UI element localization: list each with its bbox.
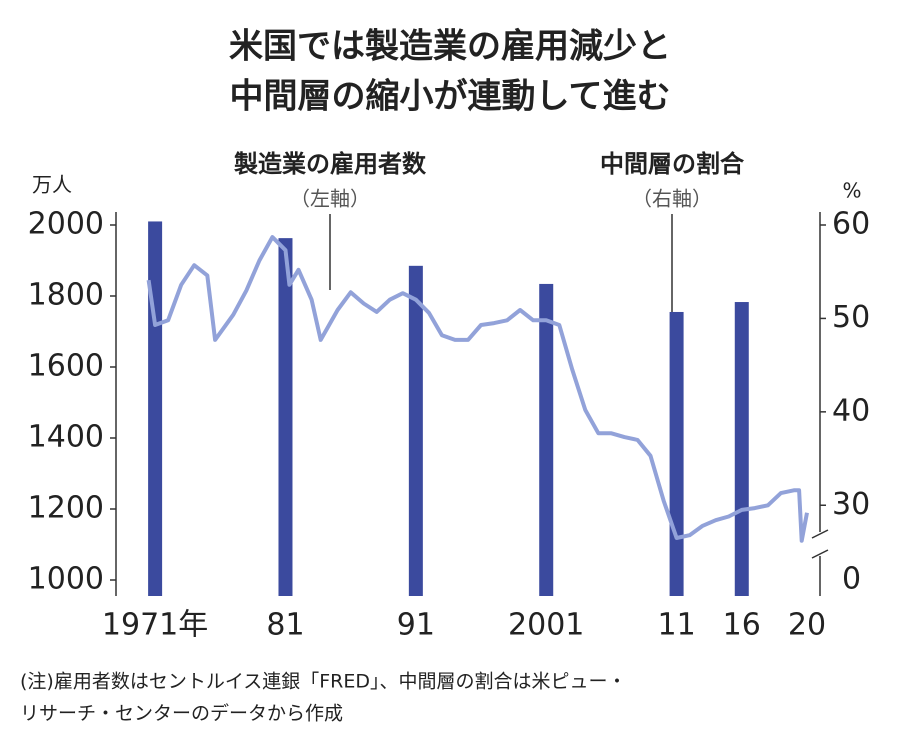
- chart-title: 中間層の縮小が連動して進む: [230, 77, 671, 117]
- annotation: 製造業の雇用者数: [234, 150, 427, 178]
- annotation-sub: （左軸）: [290, 187, 370, 211]
- y2-tick-label: 0: [842, 562, 861, 597]
- y2-tick-label: 60: [832, 207, 870, 242]
- y-tick-label: 1000: [28, 562, 104, 597]
- bar: [148, 221, 163, 596]
- note: (注)雇用者数はセントルイス連銀「FRED」、中間層の割合は米ピュー・: [20, 671, 627, 693]
- chart-title: 米国では製造業の雇用減少と: [229, 27, 671, 67]
- y2-tick-label: 30: [832, 487, 870, 522]
- y-tick-label: 1400: [28, 420, 104, 455]
- axis-break: [811, 529, 829, 539]
- y-tick-label: 2000: [28, 207, 104, 242]
- y-tick-label: 1800: [28, 278, 104, 313]
- bar: [539, 283, 554, 596]
- annotation: 中間層の割合: [600, 150, 745, 178]
- y2-unit: %: [842, 179, 861, 203]
- y2-tick-label: 40: [832, 393, 870, 428]
- x-tick-label: 16: [723, 608, 761, 643]
- bar: [408, 265, 423, 596]
- annotation-sub: （右軸）: [632, 187, 712, 211]
- y-tick-label: 1600: [28, 349, 104, 384]
- y-unit: 万人: [32, 173, 72, 197]
- x-tick-label: 1971年: [102, 608, 208, 643]
- axis-break: [811, 549, 829, 559]
- x-tick-label: 11: [657, 608, 695, 643]
- bar: [734, 302, 749, 596]
- x-tick-label: 20: [788, 608, 826, 643]
- line: [146, 235, 809, 543]
- y2-tick-label: 50: [832, 300, 870, 335]
- note: リサーチ・センターのデータから作成: [20, 703, 343, 725]
- y-tick-label: 1200: [28, 491, 104, 526]
- bar: [278, 238, 293, 596]
- x-tick-label: 81: [266, 608, 304, 643]
- x-tick-label: 91: [397, 608, 435, 643]
- x-tick-label: 2001: [508, 608, 584, 643]
- bar: [669, 311, 684, 596]
